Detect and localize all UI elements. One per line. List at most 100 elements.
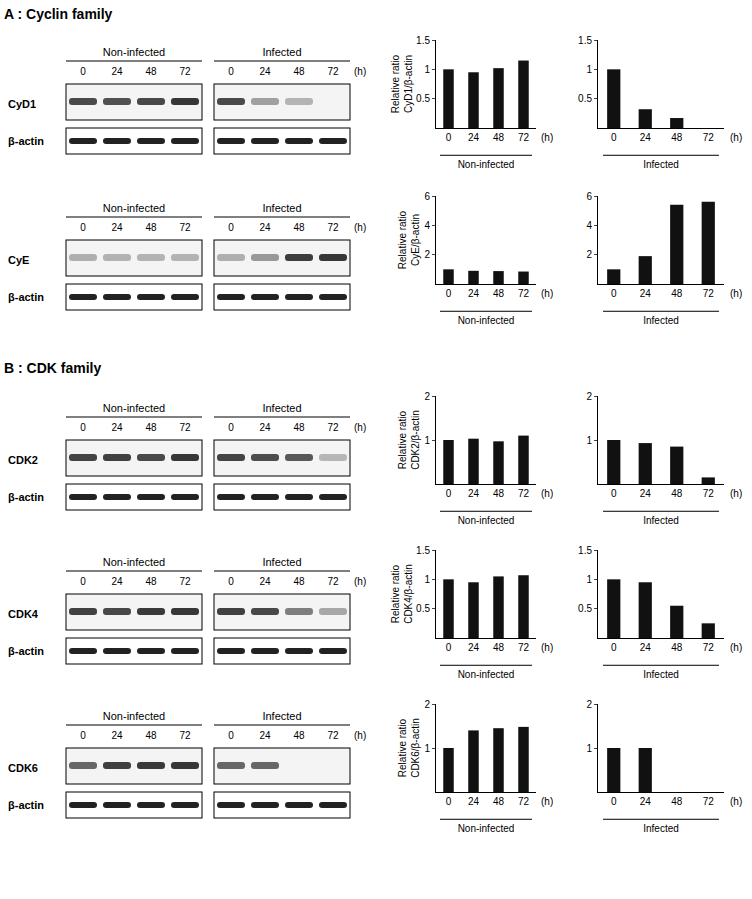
svg-text:CDK4: CDK4 [8,608,39,620]
svg-text:48: 48 [671,488,683,499]
svg-text:24: 24 [111,66,123,77]
svg-text:0: 0 [611,132,617,143]
svg-text:1: 1 [586,574,592,585]
svg-text:72: 72 [327,66,339,77]
svg-text:Relative ratioCyD1/β-actin: Relative ratioCyD1/β-actin [390,54,414,113]
svg-text:24: 24 [259,422,271,433]
svg-text:24: 24 [111,422,123,433]
svg-text:(h): (h) [541,488,553,499]
svg-text:2: 2 [586,391,592,402]
svg-text:0: 0 [80,576,86,587]
svg-text:1: 1 [424,64,430,75]
svg-text:0.5: 0.5 [578,603,592,614]
svg-text:72: 72 [518,288,530,299]
svg-text:2: 2 [586,699,592,710]
svg-text:Infected: Infected [262,710,301,722]
svg-text:(h): (h) [354,576,366,587]
svg-text:48: 48 [145,730,157,741]
svg-text:2: 2 [424,391,430,402]
svg-text:72: 72 [703,132,715,143]
svg-text:0: 0 [611,288,617,299]
svg-text:Non-infected: Non-infected [458,159,515,170]
svg-text:0: 0 [228,576,234,587]
svg-text:48: 48 [145,66,157,77]
svg-text:48: 48 [145,422,157,433]
svg-text:72: 72 [703,642,715,653]
svg-text:24: 24 [259,222,271,233]
svg-text:4: 4 [586,220,592,231]
svg-text:Relative ratioCyE/β-actin: Relative ratioCyE/β-actin [397,210,421,269]
svg-text:72: 72 [518,132,530,143]
svg-text:24: 24 [111,222,123,233]
svg-text:Infected: Infected [262,202,301,214]
svg-text:CDK2: CDK2 [8,454,38,466]
svg-text:β-actin: β-actin [8,491,44,503]
svg-text:24: 24 [259,730,271,741]
svg-text:Non-infected: Non-infected [458,315,515,326]
svg-text:1: 1 [424,435,430,446]
svg-text:2: 2 [586,249,592,260]
svg-text:24: 24 [640,488,652,499]
svg-text:72: 72 [518,796,530,807]
svg-text:0: 0 [446,488,452,499]
svg-text:0: 0 [446,642,452,653]
svg-text:72: 72 [179,66,191,77]
svg-text:1.5: 1.5 [578,545,592,556]
svg-text:48: 48 [493,288,505,299]
svg-text:24: 24 [640,642,652,653]
svg-text:Non-infected: Non-infected [103,202,165,214]
svg-text:2: 2 [424,249,430,260]
svg-text:24: 24 [111,730,123,741]
svg-text:48: 48 [493,796,505,807]
svg-text:Infected: Infected [262,402,301,414]
svg-text:48: 48 [493,488,505,499]
svg-text:Non-infected: Non-infected [458,669,515,680]
svg-text:β-actin: β-actin [8,645,44,657]
svg-text:72: 72 [327,576,339,587]
svg-text:0: 0 [80,222,86,233]
svg-text:24: 24 [259,576,271,587]
svg-text:0: 0 [611,488,617,499]
svg-text:48: 48 [671,288,683,299]
svg-text:24: 24 [468,642,480,653]
svg-text:(h): (h) [730,132,742,143]
svg-text:(h): (h) [541,796,553,807]
svg-text:(h): (h) [354,222,366,233]
svg-text:24: 24 [468,288,480,299]
svg-text:48: 48 [293,222,305,233]
svg-text:0: 0 [446,288,452,299]
svg-text:0: 0 [611,796,617,807]
svg-text:(h): (h) [354,730,366,741]
svg-text:24: 24 [468,132,480,143]
svg-text:(h): (h) [541,288,553,299]
svg-text:Relative ratioCDK4/β-actin: Relative ratioCDK4/β-actin [390,564,414,624]
svg-text:48: 48 [145,576,157,587]
svg-text:2: 2 [424,699,430,710]
svg-text:Relative ratioCDK6/β-actin: Relative ratioCDK6/β-actin [397,718,421,778]
svg-text:72: 72 [327,222,339,233]
svg-text:24: 24 [640,288,652,299]
svg-text:72: 72 [327,422,339,433]
svg-text:1: 1 [586,64,592,75]
svg-text:(h): (h) [541,642,553,653]
svg-text:48: 48 [145,222,157,233]
svg-text:0.5: 0.5 [416,93,430,104]
svg-text:24: 24 [640,796,652,807]
svg-text:48: 48 [493,642,505,653]
svg-text:72: 72 [703,288,715,299]
svg-text:0: 0 [228,730,234,741]
svg-text:0: 0 [446,796,452,807]
svg-text:1: 1 [424,743,430,754]
svg-text:Non-infected: Non-infected [458,515,515,526]
svg-text:72: 72 [703,488,715,499]
svg-text:(h): (h) [354,66,366,77]
svg-text:72: 72 [179,730,191,741]
svg-text:48: 48 [671,132,683,143]
svg-text:24: 24 [468,488,480,499]
svg-text:72: 72 [179,222,191,233]
svg-text:1: 1 [424,574,430,585]
svg-text:0.5: 0.5 [416,603,430,614]
svg-text:Infected: Infected [262,46,301,58]
svg-text:48: 48 [293,576,305,587]
svg-text:Non-infected: Non-infected [458,823,515,834]
